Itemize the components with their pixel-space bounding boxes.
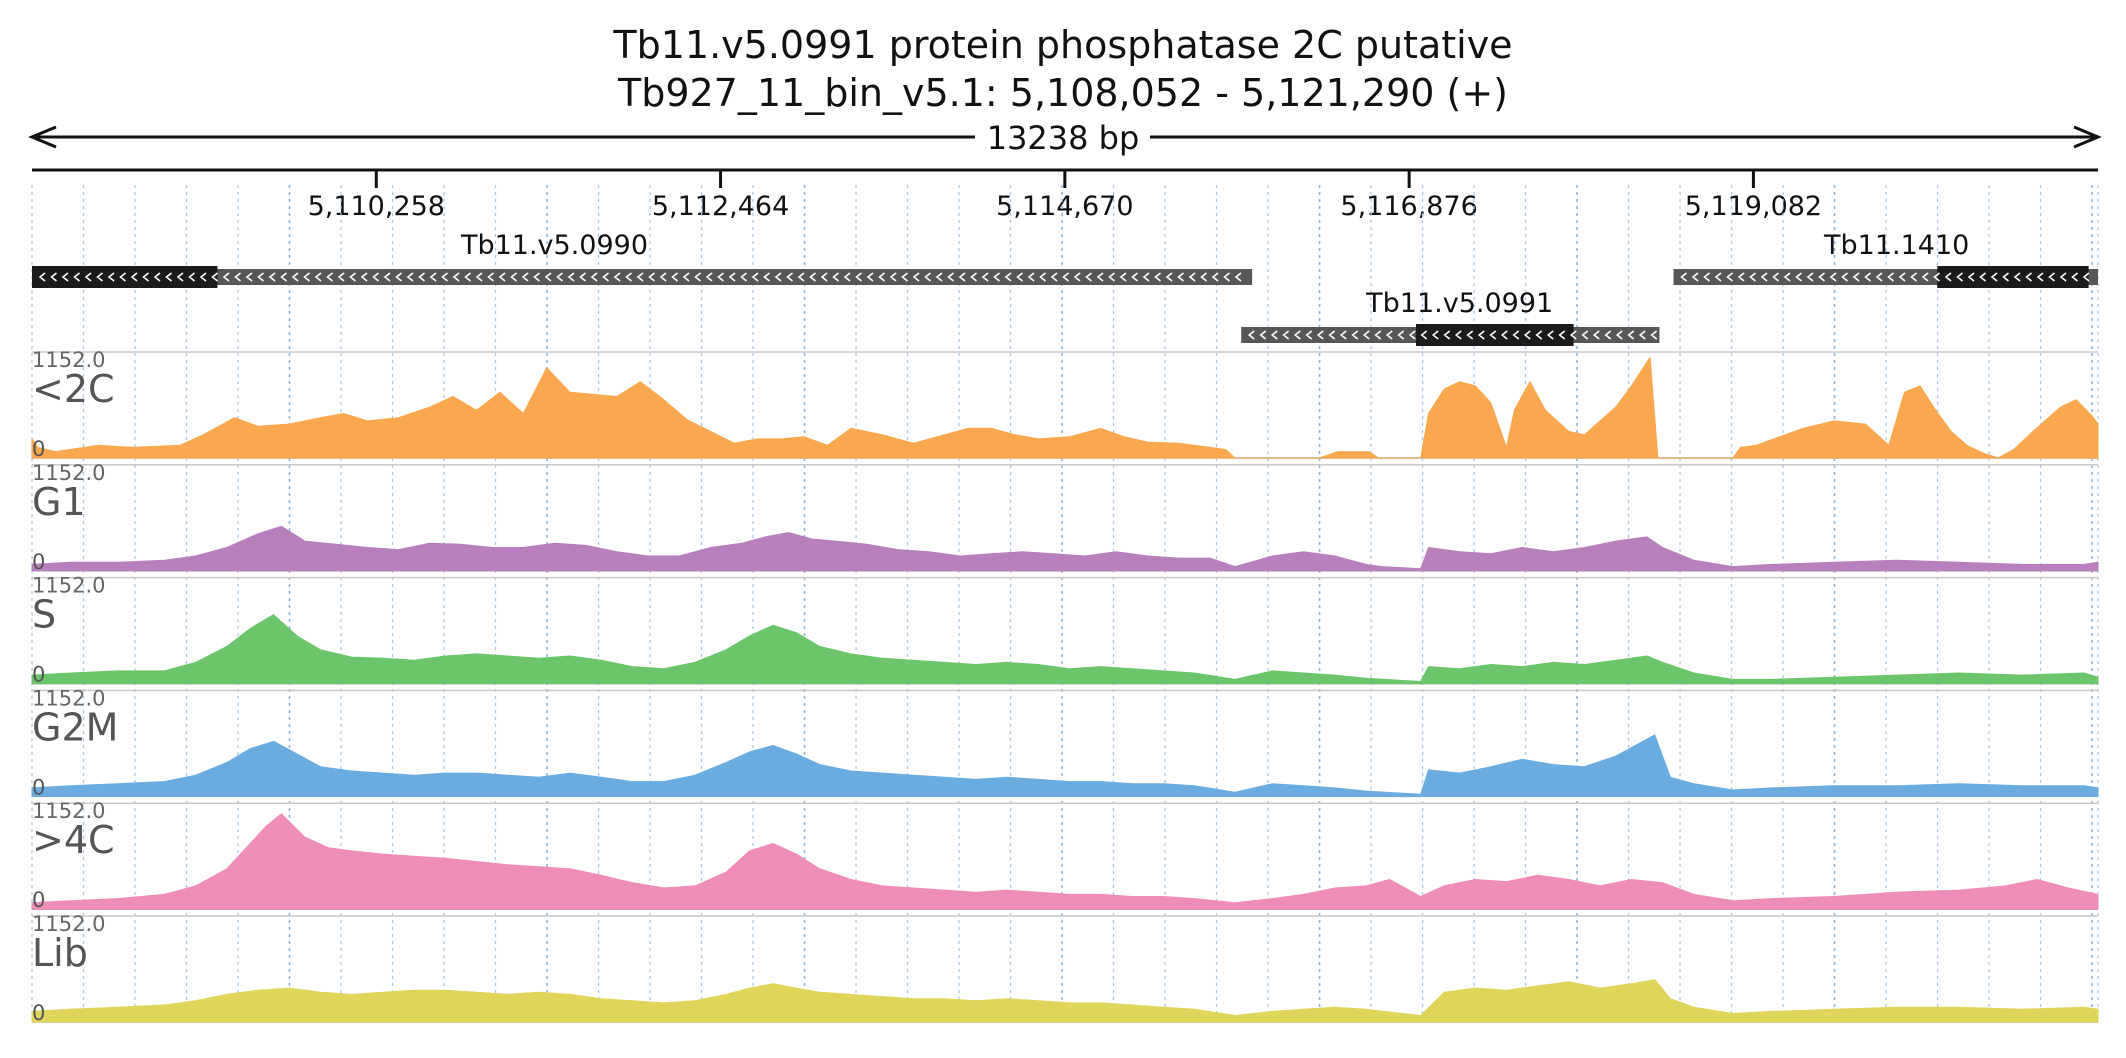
track-name-label: S [32, 593, 56, 637]
coverage-area-4C [31, 813, 2099, 910]
x-tick-label: 5,110,258 [308, 191, 445, 222]
chart-subtitle: Tb927_11_bin_v5.1: 5,108,052 - 5,121,290… [617, 71, 1508, 115]
y-max-label: 1152.0 [32, 686, 105, 710]
y-max-label: 1152.0 [32, 574, 105, 598]
x-tick-label: 5,114,670 [996, 191, 1133, 222]
y-max-label: 1152.0 [32, 799, 105, 823]
gene-label: Tb11.v5.0991 [1365, 288, 1553, 319]
track-name-label: G1 [32, 480, 86, 524]
chart-title: Tb11.v5.0991 protein phosphatase 2C puta… [613, 23, 1513, 67]
gene-label: Tb11.1410 [1823, 230, 1969, 261]
y-min-label: 0 [32, 1001, 45, 1025]
track-name-label: Lib [32, 931, 88, 975]
length-label: 13238 bp [987, 119, 1140, 157]
gene-strand-arrows [38, 272, 1242, 282]
gene-track-bar [32, 269, 1253, 285]
gene-cds-block [1415, 324, 1574, 346]
coverage-area-S [31, 614, 2099, 685]
x-tick-label: 5,112,464 [652, 191, 789, 222]
y-max-label: 1152.0 [32, 461, 105, 485]
track-name-label: >4C [32, 818, 115, 862]
coverage-area-G1 [31, 525, 2099, 572]
y-min-label: 0 [32, 888, 45, 912]
gene-cds-block [32, 266, 218, 288]
gene-cds-block [1937, 266, 2089, 288]
gene-strand-arrows [1680, 272, 2090, 282]
y-min-label: 0 [32, 775, 45, 799]
x-tick-label: 5,119,082 [1685, 191, 1822, 222]
track-name-label: <2C [32, 367, 115, 411]
x-tick-label: 5,116,876 [1340, 191, 1477, 222]
coverage-area-Lib [31, 979, 2099, 1023]
y-max-label: 1152.0 [32, 912, 105, 936]
y-min-label: 0 [32, 437, 45, 461]
y-min-label: 0 [32, 550, 45, 574]
track-name-label: G2M [32, 705, 118, 749]
gene-strand-arrows [1247, 330, 1658, 340]
gene-label: Tb11.v5.0990 [460, 230, 648, 261]
coverage-area-G2M [31, 734, 2099, 797]
y-max-label: 1152.0 [32, 348, 105, 372]
length-arrow-left-head [28, 125, 57, 149]
length-arrow-right-head [2073, 125, 2102, 149]
coverage-area-2C [31, 356, 2099, 459]
y-min-label: 0 [32, 663, 45, 687]
